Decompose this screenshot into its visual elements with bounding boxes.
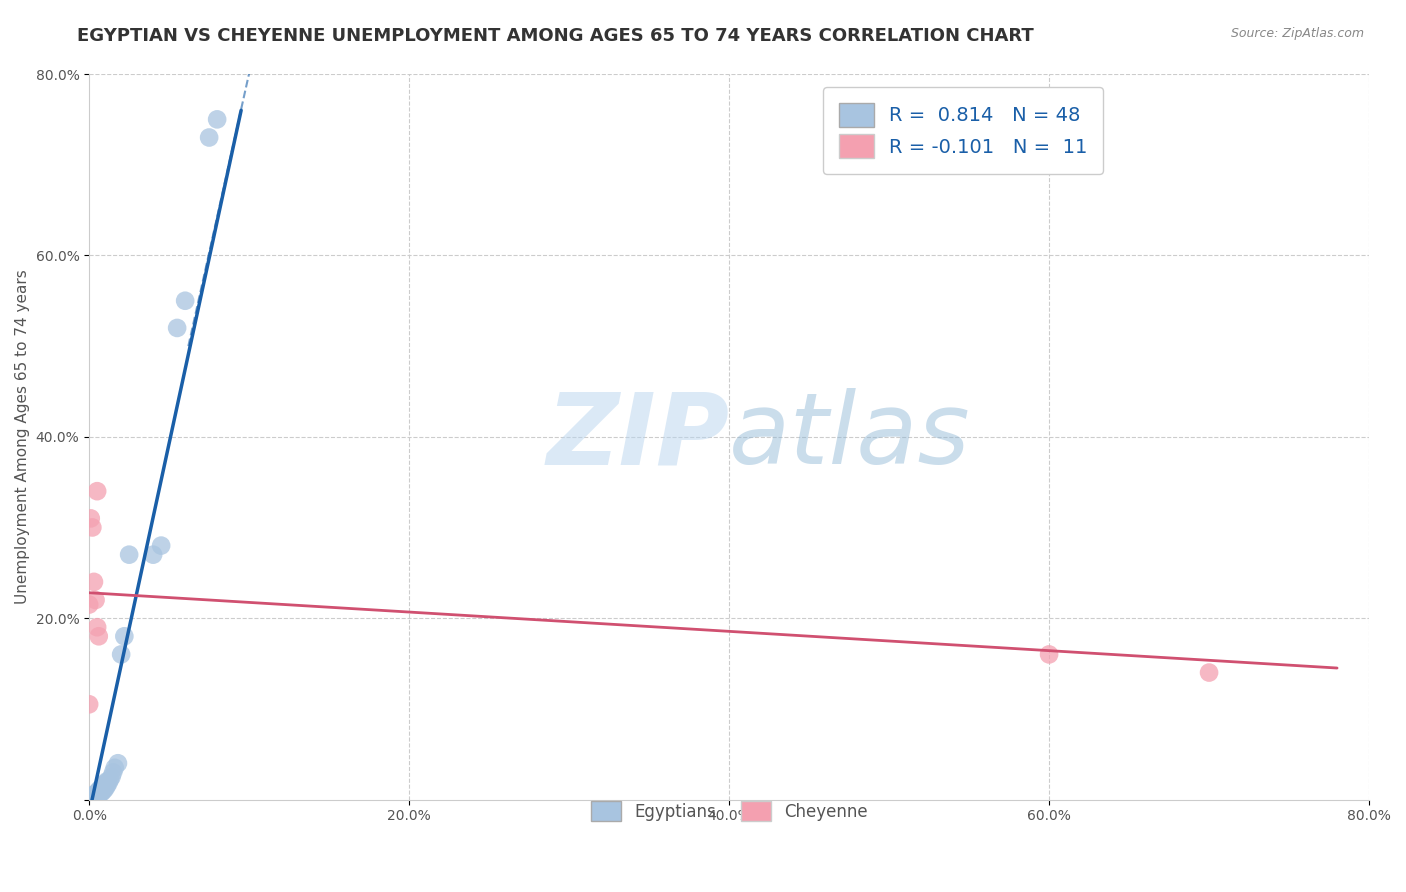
Point (94, 776, 117, 790)
Point (91, 785, 114, 799)
Point (198, 130, 221, 145)
Point (110, 648, 132, 662)
Point (118, 548, 141, 562)
Point (89, 781, 111, 796)
Point (142, 548, 165, 562)
Point (77, 789, 100, 804)
Point (83, 788, 105, 802)
Point (77, 790, 100, 805)
Point (82, 789, 104, 804)
Point (86, 789, 108, 804)
Point (104, 761, 127, 775)
Point (84, 593, 107, 607)
Point (100, 770, 122, 784)
Point (87, 788, 110, 802)
Point (96, 774, 118, 789)
Point (87, 629, 110, 643)
Point (86, 484, 108, 499)
Point (1038, 648, 1060, 662)
Point (77, 791, 100, 805)
Point (205, 112, 228, 127)
Point (77, 598, 100, 612)
Point (96, 779, 118, 793)
Point (87, 783, 110, 797)
Point (87, 785, 110, 799)
Point (89, 786, 111, 800)
Point (77, 790, 100, 805)
Point (82, 790, 104, 805)
Point (1198, 665, 1220, 680)
Point (107, 756, 129, 771)
Point (91, 780, 114, 794)
Y-axis label: Unemployment Among Ages 65 to 74 years: Unemployment Among Ages 65 to 74 years (15, 269, 30, 604)
Point (80, 511, 103, 525)
Point (166, 321, 188, 335)
Point (97, 776, 120, 790)
Point (77, 792, 100, 806)
Point (82, 791, 104, 805)
Point (101, 765, 124, 780)
Legend: Egyptians, Cheyenne: Egyptians, Cheyenne (578, 788, 882, 835)
Point (83, 574, 105, 589)
Text: EGYPTIAN VS CHEYENNE UNEMPLOYMENT AMONG AGES 65 TO 74 YEARS CORRELATION CHART: EGYPTIAN VS CHEYENNE UNEMPLOYMENT AMONG … (77, 27, 1033, 45)
Point (150, 539, 173, 553)
Point (93, 778, 115, 792)
Point (77, 789, 100, 803)
Point (98, 772, 121, 787)
Point (174, 293, 197, 308)
Point (112, 629, 135, 643)
Point (84, 787, 107, 801)
Point (77, 791, 100, 805)
Point (86, 785, 108, 799)
Point (77, 789, 100, 804)
Point (82, 520, 104, 534)
Text: atlas: atlas (730, 388, 970, 485)
Point (77, 698, 100, 712)
Point (86, 620, 108, 634)
Point (83, 789, 105, 804)
Point (93, 783, 115, 797)
Text: ZIP: ZIP (546, 388, 730, 485)
Point (83, 790, 105, 805)
Point (94, 781, 117, 796)
Text: Source: ZipAtlas.com: Source: ZipAtlas.com (1230, 27, 1364, 40)
Point (84, 789, 107, 804)
Point (86, 789, 108, 803)
Point (86, 787, 108, 801)
